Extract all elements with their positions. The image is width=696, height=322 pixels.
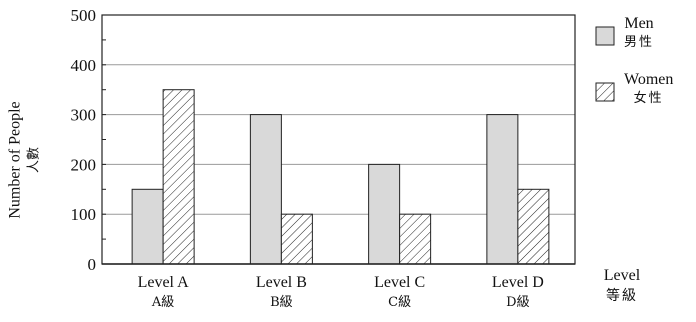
legend <box>595 26 615 102</box>
y-axis-ticks: 0 100 200 300 400 500 <box>71 6 106 274</box>
bar-men-level-c <box>368 163 401 265</box>
x-axis-labels: Level A A級 Level B B級 Level C C級 Level D D級 <box>138 274 544 310</box>
legend-swatch-men <box>595 26 615 46</box>
bar-men-level-b <box>249 114 282 265</box>
legend-label-women: Women 女性 <box>624 70 673 108</box>
y-axis-title: Number of People 人數 <box>7 60 42 260</box>
x-tick-label-chinese: D級 <box>506 295 529 310</box>
x-axis-label: Level <box>603 267 641 284</box>
x-tick-label: Level A <box>138 274 190 291</box>
y-tick-label: 100 <box>71 205 97 224</box>
legend-women-chinese: 女性 <box>633 91 664 106</box>
y-tick-label: 500 <box>71 6 97 25</box>
y-tick-label: 0 <box>88 255 97 274</box>
bar-men-level-a <box>131 188 164 265</box>
bar-women-level-a <box>162 89 195 265</box>
x-tick-label: Level B <box>256 274 307 291</box>
y-tick-label: 400 <box>71 56 97 75</box>
bar-women-level-c <box>399 213 432 265</box>
bar-women-level-d <box>517 188 550 265</box>
y-axis-label: Number of People <box>7 101 24 219</box>
legend-swatch-women <box>595 82 615 102</box>
x-tick-label-chinese: B級 <box>270 295 293 310</box>
x-tick-label: Level C <box>374 274 425 291</box>
legend-label-men: Men 男性 <box>624 14 654 52</box>
y-tick-label: 200 <box>71 155 97 174</box>
y-tick-label: 300 <box>71 106 97 125</box>
legend-men-chinese: 男性 <box>624 35 655 50</box>
x-axis-label-chinese: 等級 <box>606 288 638 304</box>
x-tick-label: Level D <box>492 274 544 291</box>
y-axis-label-chinese: 人數 <box>27 147 42 174</box>
bar-men-level-d <box>486 114 519 265</box>
legend-men-text: Men <box>624 15 654 32</box>
bar-women-level-b <box>280 213 313 265</box>
x-tick-label-chinese: A級 <box>151 295 174 310</box>
x-tick-label-chinese: C級 <box>388 295 411 310</box>
x-axis-title: Level 等級 <box>594 266 650 306</box>
bars <box>131 89 550 265</box>
legend-women-text: Women <box>624 71 674 88</box>
